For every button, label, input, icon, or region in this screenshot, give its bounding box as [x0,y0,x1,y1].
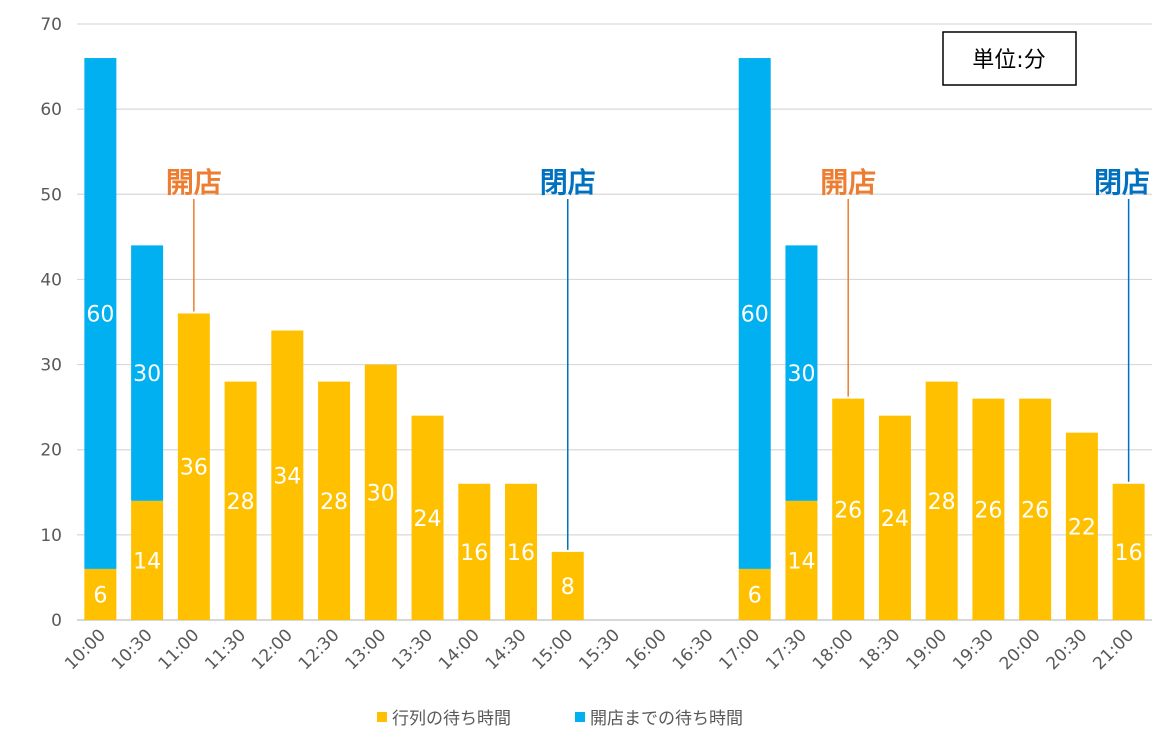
y-tick-label: 10 [40,526,62,546]
bar-queue [1019,398,1052,620]
y-tick-label: 40 [40,270,62,290]
x-tick-label: 20:30 [1043,625,1092,674]
y-tick-label: 50 [40,185,62,205]
bar-queue [318,381,351,620]
bar-queue [505,483,538,620]
x-tick-label: 11:00 [155,625,204,674]
bars [84,58,1145,620]
data-label-queue: 16 [507,541,535,566]
x-tick-label: 12:00 [248,625,297,674]
data-label-queue: 28 [320,490,348,515]
data-label-queue: 22 [1068,515,1096,540]
data-label-queue: 24 [414,507,442,532]
x-tick-label: 14:00 [435,625,484,674]
x-tick-label: 19:00 [902,625,951,674]
x-tick-label: 17:00 [715,625,764,674]
bar-queue [177,313,210,620]
bar-queue [364,364,397,620]
x-tick-label: 11:30 [201,625,250,674]
bar-opening [131,245,164,501]
annotation-label: 閉店 [540,166,596,199]
annotations: 開店 閉店 開店 閉店 [166,166,1150,550]
data-label-queue: 34 [273,464,301,489]
x-tick-label: 16:00 [622,625,671,674]
x-tick-label: 19:30 [949,625,998,674]
x-tick-label: 20:00 [996,625,1045,674]
legend-swatch-opening [575,712,585,722]
data-label-opening: 60 [86,302,114,327]
x-tick-label: 13:00 [342,625,391,674]
x-tick-label: 15:30 [575,625,624,674]
x-tick-label: 18:30 [856,625,905,674]
bar-queue [738,568,771,620]
bar-opening [84,58,117,569]
data-label-queue: 26 [834,498,862,523]
bar-queue [224,381,257,620]
data-label-queue: 26 [1021,498,1049,523]
x-tick-label: 14:30 [482,625,531,674]
x-tick-label: 10:30 [108,625,157,674]
data-label-opening: 30 [133,362,161,387]
x-axis-ticks: 10:0010:3011:0011:3012:0012:3013:0013:30… [61,625,1138,674]
x-tick-label: 18:00 [809,625,858,674]
bar-queue [878,415,911,620]
data-label-opening: 60 [741,302,769,327]
data-label-queue: 14 [133,549,161,574]
data-label-queue: 28 [928,490,956,515]
bar-queue [832,398,865,620]
x-tick-label: 10:00 [61,625,110,674]
bar-queue [84,568,117,620]
data-label-opening: 30 [787,362,815,387]
data-label-queue: 26 [974,498,1002,523]
data-label-queue: 8 [561,575,575,600]
bar-queue [551,551,584,620]
bar-opening [738,58,771,569]
data-label-queue: 14 [787,549,815,574]
data-label-queue: 16 [460,541,488,566]
data-label-queue: 6 [748,583,762,608]
y-tick-label: 0 [51,611,62,631]
legend-label-opening: 開店までの待ち時間 [590,709,743,729]
x-tick-label: 15:00 [529,625,578,674]
bar-labels: 6 60 14 30 36 28 34 28 30 24 16 16 8 6 60 14 30 26 24 28 26 2… [86,302,1142,608]
x-tick-label: 13:30 [388,625,437,674]
y-tick-label: 20 [40,441,62,461]
bar-queue [271,330,304,620]
data-label-queue: 28 [227,490,255,515]
bar-opening [785,245,818,501]
annotation-label: 開店 [166,166,222,199]
data-label-queue: 6 [93,583,107,608]
y-tick-label: 30 [40,356,62,376]
legend-label-queue: 行列の待ち時間 [392,709,511,729]
x-tick-label: 12:30 [295,625,344,674]
annotation-label: 開店 [820,166,876,199]
bar-queue [1065,432,1098,620]
bar-queue [411,415,444,620]
unit-box: 単位:分 [942,31,1077,86]
data-label-queue: 16 [1115,541,1143,566]
bar-queue [458,483,491,620]
y-axis-ticks: 0 10 20 30 40 50 60 70 [40,15,62,631]
annotation-label: 閉店 [1094,166,1150,199]
legend-swatch-queue [377,712,387,722]
unit-label: 単位:分 [972,48,1045,73]
bar-queue [1112,483,1145,620]
data-label-queue: 36 [180,456,208,481]
bar-queue [925,381,958,620]
bar-queue [131,500,164,620]
x-tick-label: 16:30 [669,625,718,674]
data-label-queue: 30 [367,481,395,506]
y-tick-label: 70 [40,15,62,35]
x-tick-label: 17:30 [762,625,811,674]
data-label-queue: 24 [881,507,909,532]
bar-queue [972,398,1005,620]
bar-queue [785,500,818,620]
y-tick-label: 60 [40,100,62,120]
x-tick-label: 21:00 [1089,625,1138,674]
legend: 行列の待ち時間 開店までの待ち時間 [377,709,743,729]
